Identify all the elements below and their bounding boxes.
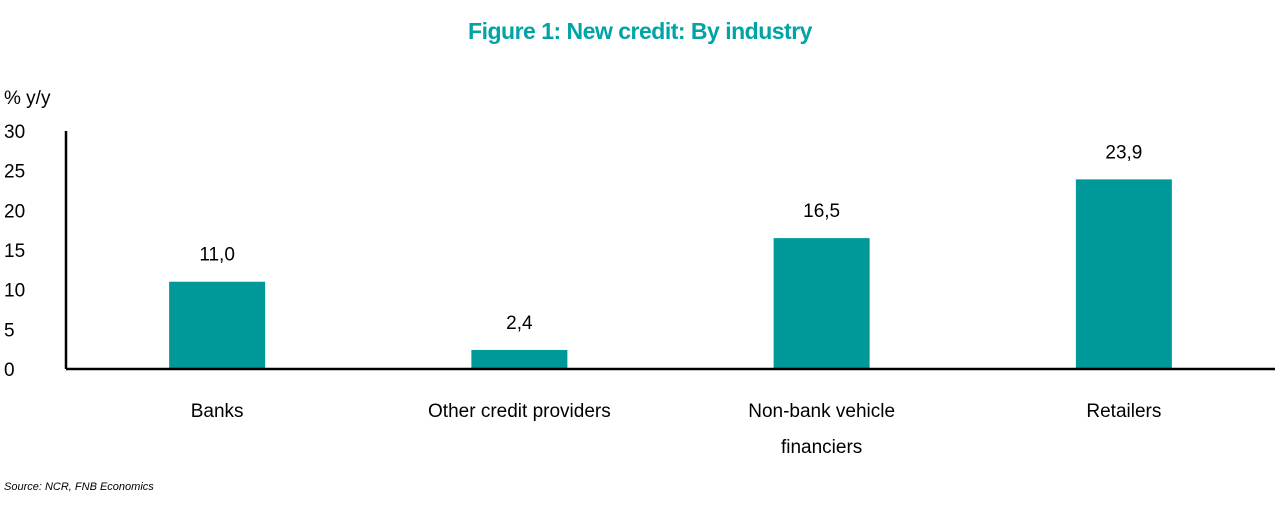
y-tick-label: 30 xyxy=(4,122,25,143)
x-tick-label: financiers xyxy=(781,437,862,458)
x-tick-label: Retailers xyxy=(1086,401,1161,422)
x-tick-label: Banks xyxy=(191,401,244,422)
y-axis-label: % y/y xyxy=(4,88,51,109)
data-label: 2,4 xyxy=(506,313,533,334)
data-label: 11,0 xyxy=(199,245,235,266)
source-note: Source: NCR, FNB Economics xyxy=(4,481,154,493)
y-tick-label: 10 xyxy=(4,281,25,302)
x-tick-label: Other credit providers xyxy=(428,401,611,422)
bar xyxy=(471,349,568,369)
y-tick-label: 0 xyxy=(4,360,15,381)
data-label: 16,5 xyxy=(803,201,840,222)
bar xyxy=(1075,179,1172,369)
y-tick-label: 15 xyxy=(4,241,25,262)
bar xyxy=(773,238,870,369)
x-tick-label: Non-bank vehicle xyxy=(748,401,895,422)
bar xyxy=(169,281,266,369)
y-tick-label: 5 xyxy=(4,320,15,341)
y-tick-label: 20 xyxy=(4,201,25,222)
chart-title: Figure 1: New credit: By industry xyxy=(468,18,812,44)
data-label: 23,9 xyxy=(1105,142,1142,163)
y-tick-label: 25 xyxy=(4,162,25,183)
